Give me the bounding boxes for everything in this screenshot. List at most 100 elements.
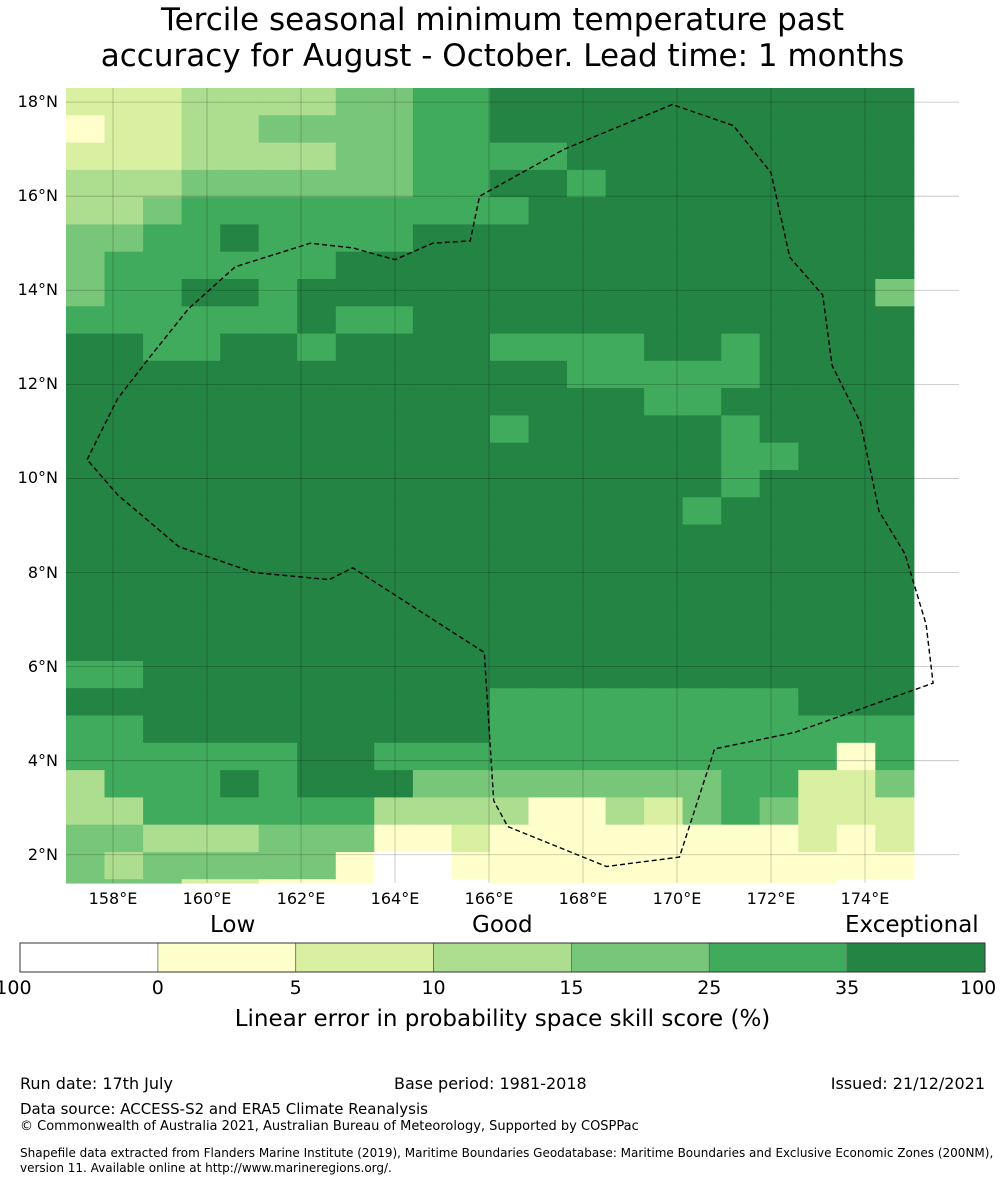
skill-cell <box>104 606 144 635</box>
skill-cell <box>412 197 452 225</box>
colorbar-swatch <box>571 942 710 973</box>
skill-cell <box>836 715 876 744</box>
skill-cell <box>798 497 838 526</box>
skill-cell <box>836 688 876 717</box>
skill-cell <box>335 388 375 416</box>
skill-cell <box>451 715 491 744</box>
skill-cell <box>759 551 799 580</box>
skill-cell <box>644 661 684 689</box>
skill-cell <box>451 442 491 471</box>
skill-cell <box>220 715 260 744</box>
skill-cell <box>836 415 876 444</box>
skill-cell <box>721 388 761 416</box>
skill-cell <box>682 688 722 717</box>
skill-cell <box>567 115 607 144</box>
skill-cell <box>181 879 221 884</box>
skill-cell <box>836 497 876 526</box>
skill-cell <box>258 115 298 144</box>
skill-cell <box>528 524 568 553</box>
skill-cell <box>181 797 221 826</box>
skill-cell <box>258 715 298 744</box>
skill-cell <box>258 306 298 335</box>
skill-cell <box>181 852 221 880</box>
skill-cell <box>104 770 144 798</box>
skill-cell <box>412 115 452 144</box>
skill-cell <box>836 551 876 580</box>
skill-cell <box>374 606 414 635</box>
skill-cell <box>721 688 761 717</box>
skill-cell <box>875 251 915 280</box>
skill-cell <box>220 579 260 607</box>
skill-cell <box>567 142 607 171</box>
skill-cell <box>104 88 144 116</box>
skill-cell <box>875 88 915 116</box>
skill-cell <box>721 197 761 225</box>
skill-cell <box>489 442 529 471</box>
skill-cell <box>605 360 645 389</box>
skill-cell <box>875 115 915 144</box>
skill-cell <box>220 770 260 798</box>
skill-cell <box>104 688 144 717</box>
skill-cell <box>682 579 722 607</box>
title-line-2: accuracy for August - October. Lead time… <box>100 38 905 74</box>
skill-cell <box>875 879 915 884</box>
skill-cell <box>181 169 221 198</box>
skill-cell <box>567 797 607 826</box>
skill-cell <box>567 497 607 526</box>
skill-cell <box>721 661 761 689</box>
skill-cell <box>66 606 106 635</box>
skill-cell <box>220 633 260 662</box>
skill-cell <box>759 579 799 607</box>
skill-cell <box>220 470 260 498</box>
skill-cell <box>374 388 414 416</box>
skill-cell <box>798 852 838 880</box>
skill-cell <box>412 524 452 553</box>
skill-cell <box>181 360 221 389</box>
skill-cell <box>836 388 876 416</box>
skill-cell <box>66 797 106 826</box>
skill-cell <box>682 551 722 580</box>
skill-cell <box>412 633 452 662</box>
skill-cell <box>875 415 915 444</box>
skill-cell <box>721 470 761 498</box>
skill-cell <box>798 169 838 198</box>
skill-cell <box>412 770 452 798</box>
skill-cell <box>143 388 183 416</box>
skill-cell <box>220 142 260 171</box>
skill-cell <box>567 852 607 880</box>
skill-cell <box>605 770 645 798</box>
skill-cell <box>567 197 607 225</box>
skill-cell <box>104 633 144 662</box>
skill-cell <box>104 224 144 253</box>
latitude-tick-label: 12°N <box>17 374 58 394</box>
skill-cell <box>220 661 260 689</box>
skill-cell <box>721 169 761 198</box>
skill-cell <box>220 224 260 253</box>
skill-cell <box>104 497 144 526</box>
skill-cell <box>66 197 106 225</box>
skill-cell <box>374 115 414 144</box>
skill-cell <box>335 88 375 116</box>
skill-cell <box>258 797 298 826</box>
latitude-tick-label: 4°N <box>27 750 58 770</box>
skill-cell <box>605 470 645 498</box>
skill-cell <box>605 388 645 416</box>
skill-cell <box>605 551 645 580</box>
skill-cell <box>798 797 838 826</box>
skill-cell <box>181 633 221 662</box>
skill-cell <box>682 224 722 253</box>
skill-cell <box>258 251 298 280</box>
skill-cell <box>567 415 607 444</box>
skill-cell <box>412 360 452 389</box>
skill-cell <box>451 115 491 144</box>
skill-cell <box>412 470 452 498</box>
skill-cell <box>374 770 414 798</box>
skill-cell <box>682 497 722 526</box>
skill-cell <box>489 770 529 798</box>
skill-cell <box>451 579 491 607</box>
skill-cell <box>836 251 876 280</box>
skill-cell <box>335 169 375 198</box>
skill-cell <box>528 470 568 498</box>
skill-cell <box>297 279 337 307</box>
